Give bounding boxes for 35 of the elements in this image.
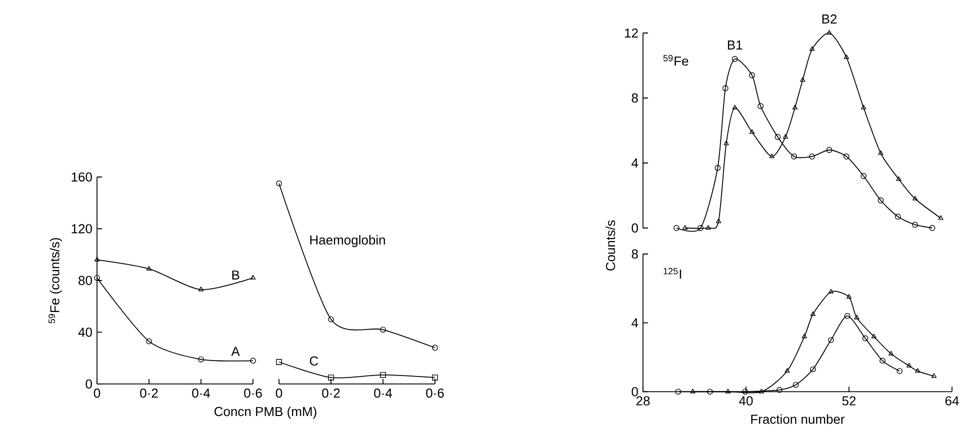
y-tick-label: 8 — [632, 93, 638, 103]
x-tick-label: 0·2 — [140, 388, 158, 398]
x-tick-label: 0·4 — [192, 388, 210, 398]
annotation: B2 — [822, 14, 837, 24]
series-label: C — [310, 356, 318, 366]
x-tick-label: 0·6 — [244, 388, 262, 398]
x-axis-title: Fraction number — [751, 414, 845, 424]
x-tick-label: 40 — [739, 396, 753, 406]
y-tick-label: 8 — [632, 249, 638, 259]
x-axis-title: Concn PMB (mM) — [214, 406, 316, 419]
y-tick-label: 0 — [86, 379, 92, 389]
y-tick-label: 160 — [72, 172, 92, 182]
y-tick-label: 12 — [624, 28, 638, 38]
text: $^{125}$I — [664, 268, 682, 279]
x-tick-label: 52 — [842, 396, 856, 406]
annotation: B1 — [728, 40, 742, 50]
y-tick-label: 80 — [78, 276, 92, 286]
y-tick-label: 4 — [632, 158, 638, 168]
x-tick-label: 0·6 — [426, 388, 444, 398]
y-axis-title: Counts/s — [606, 220, 616, 271]
x-tick-label: 28 — [636, 396, 650, 406]
y-axis-title: $^{59}$Fe (counts/s) — [48, 238, 62, 324]
y-tick-label: 120 — [72, 224, 92, 234]
y-tick-label: 40 — [78, 328, 92, 337]
series-label: A — [231, 346, 240, 356]
y-tick-label: 4 — [632, 318, 638, 328]
x-tick-label: 0 — [276, 388, 282, 398]
x-tick-label: 64 — [945, 396, 959, 406]
x-tick-label: 0 — [94, 388, 100, 398]
series-label: B — [232, 270, 240, 280]
series-label: Haemoglobin — [310, 235, 385, 248]
x-tick-label: 0·4 — [374, 388, 392, 398]
y-tick-label: 0 — [632, 223, 638, 233]
x-tick-label: 0·2 — [322, 388, 340, 398]
text: $^{59}$Fe — [663, 54, 688, 66]
